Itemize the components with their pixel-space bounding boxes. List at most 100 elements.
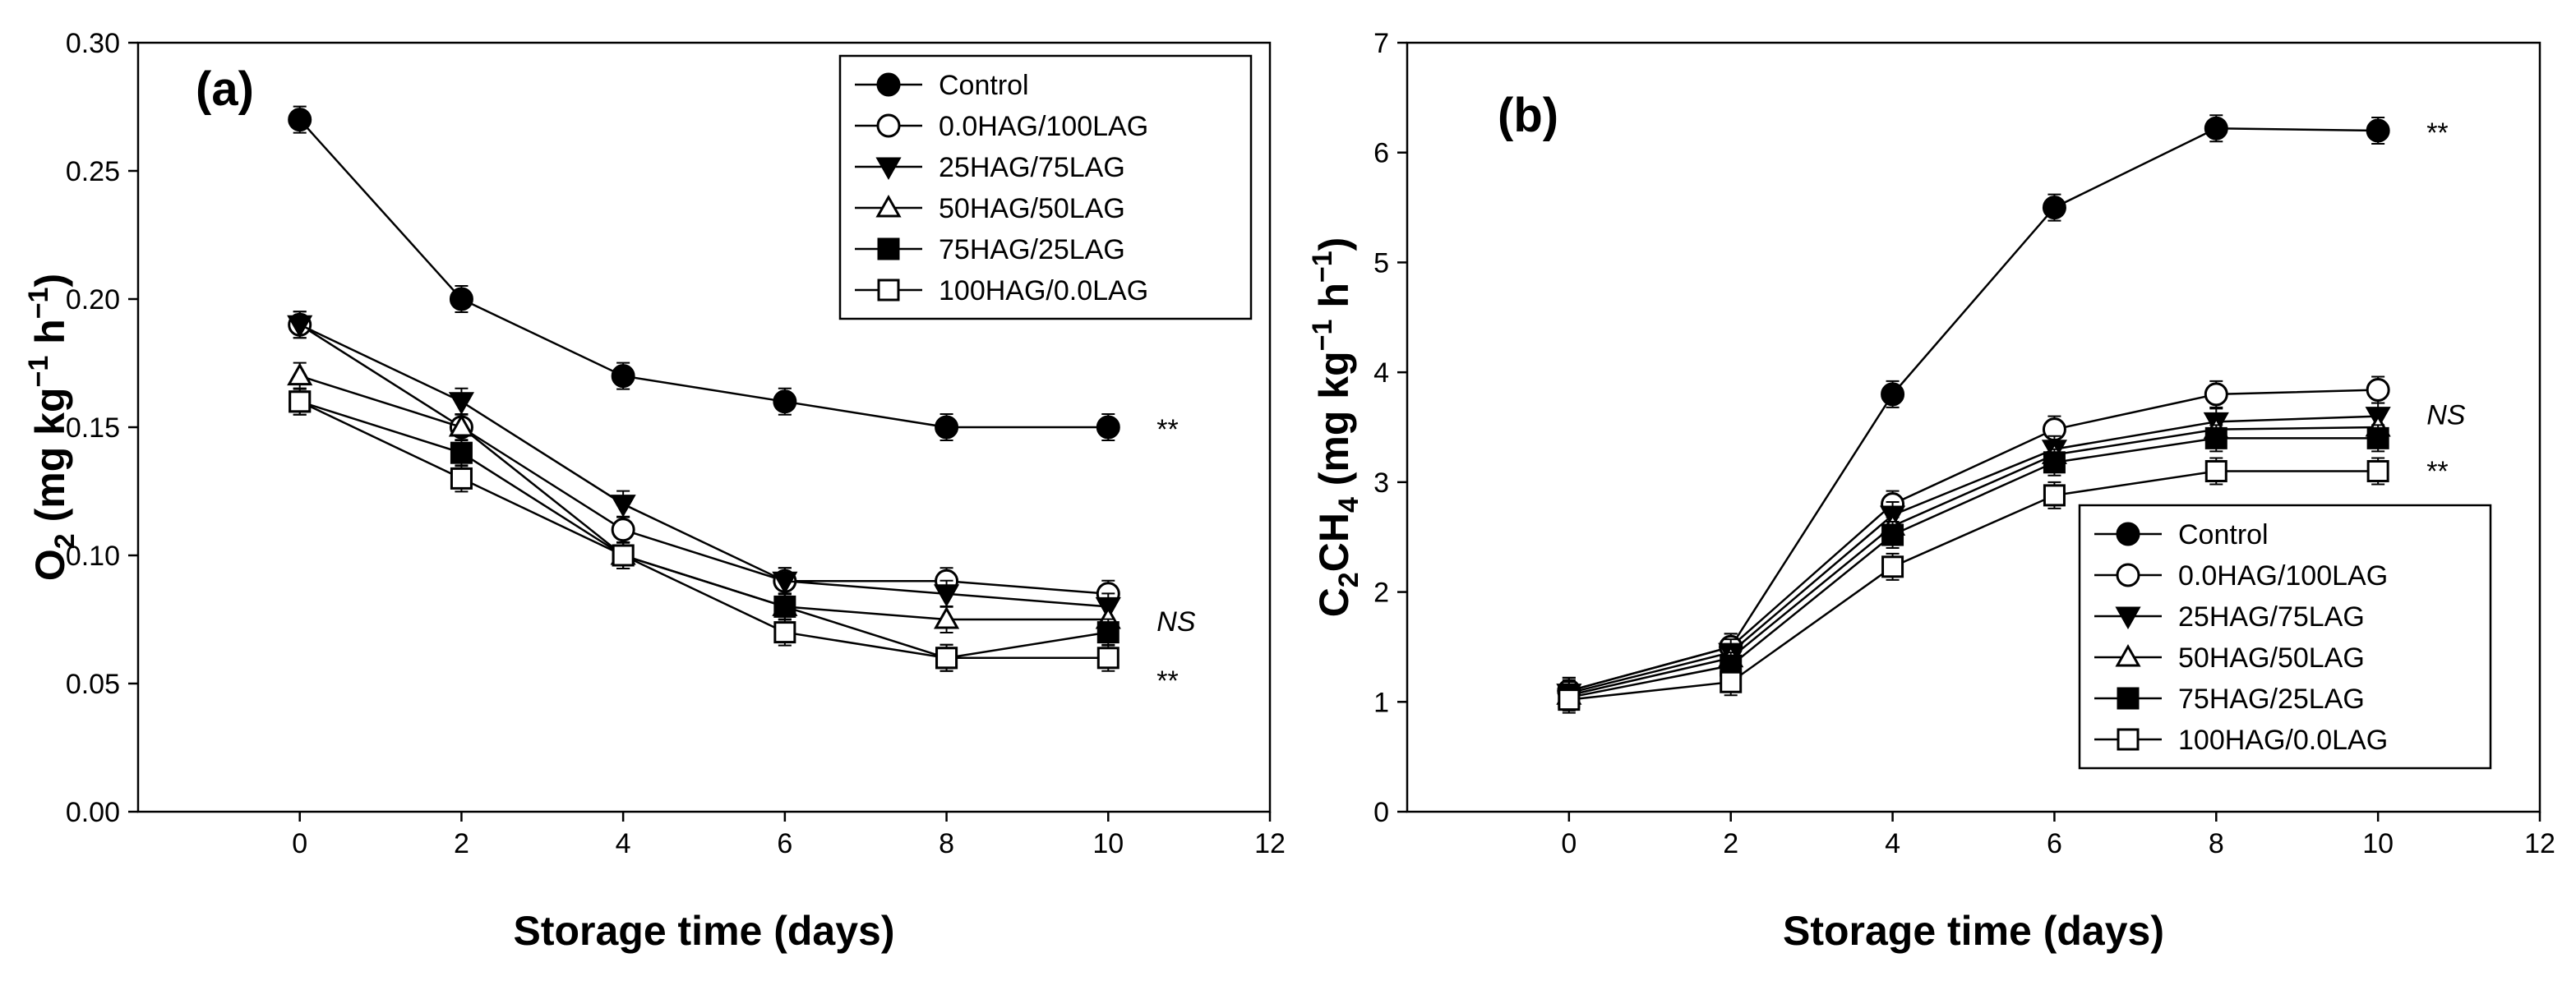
panel-a-annotation: ** xyxy=(1156,665,1178,697)
panel-a-data-point xyxy=(287,362,313,386)
panel-b-xtick-label: 8 xyxy=(2209,828,2224,859)
panel-b-legend-marker xyxy=(2116,522,2140,546)
panel-b-legend-label: 75HAG/25LAG xyxy=(2178,684,2365,715)
panel-a-xtick-label: 8 xyxy=(939,828,954,859)
panel-a-legend-label: 100HAG/0.0LAG xyxy=(939,275,1148,306)
panel-b-legend-label: 100HAG/0.0LAG xyxy=(2178,725,2388,756)
panel-b-data-point xyxy=(2204,116,2228,140)
panel-b-series-line xyxy=(1568,415,2379,694)
panel-a-ytick-label: 0.10 xyxy=(66,541,120,572)
panel-b-data-point xyxy=(2366,459,2389,482)
panel-a-legend-label: 0.0HAG/100LAG xyxy=(939,111,1148,142)
panel-a-series-line xyxy=(299,324,1109,596)
panel-a-legend-marker xyxy=(876,113,901,138)
panel-b-legend-label: 0.0HAG/100LAG xyxy=(2178,560,2388,592)
panel-a-data-point xyxy=(772,571,798,595)
panel-a-data-point xyxy=(1096,415,1120,440)
panel-a-xtick-label: 0 xyxy=(292,828,307,859)
panel-a-ytick-label: 0.05 xyxy=(66,669,120,700)
panel-a-data-point xyxy=(611,364,635,389)
panel-b-series-line xyxy=(1568,470,2379,701)
panel-b-legend-marker xyxy=(2115,606,2141,630)
panel-a-data-point xyxy=(1096,621,1119,644)
panel-a-annotation: NS xyxy=(1156,606,1196,638)
panel-b-ytick-label: 1 xyxy=(1373,687,1389,718)
panel-b-legend-marker xyxy=(2117,687,2140,710)
panel-a-legend-marker xyxy=(877,279,900,302)
panel-a-data-point xyxy=(935,647,958,670)
panel-b-annotation: ** xyxy=(2426,117,2448,149)
panel-a-xtick-label: 2 xyxy=(454,828,469,859)
panel-a-series-line xyxy=(299,400,1109,660)
panel-b-legend-box xyxy=(2078,504,2492,770)
panel-b-xtick-label: 4 xyxy=(1885,828,1900,859)
panel-b-data-point xyxy=(2043,484,2066,507)
panel-b-x-axis-title: Storage time (days) xyxy=(1783,908,2164,954)
panel-a-series-line xyxy=(299,375,1109,621)
panel-a-y-axis-title: O2 (mg kg−1 h−1) xyxy=(23,274,81,581)
panel-a-data-point xyxy=(934,606,960,629)
panel-a-data-point xyxy=(448,392,474,415)
panel-b-ytick-label: 4 xyxy=(1373,357,1389,389)
panel-a-data-point xyxy=(934,584,960,607)
panel-b-annotation: ** xyxy=(2426,456,2448,487)
panel-a-xtick-label: 4 xyxy=(616,828,631,859)
panel-a-data-point xyxy=(289,390,312,413)
panel-b-data-point xyxy=(2043,451,2066,474)
panel-b-legend-marker xyxy=(2117,728,2140,751)
panel-b-legend-marker xyxy=(2116,563,2140,587)
panel-a-ytick-label: 0.25 xyxy=(66,156,120,187)
panel-b-data-point xyxy=(2366,378,2390,403)
panel-a-data-point xyxy=(773,595,796,618)
panel-a-legend-marker xyxy=(875,157,902,181)
panel-b-xtick-label: 12 xyxy=(2524,828,2555,859)
panel-b-legend-label: Control xyxy=(2178,519,2269,550)
panel-b-series-line xyxy=(1568,389,2379,693)
panel-a-legend-box xyxy=(838,54,1253,320)
panel-a-data-point xyxy=(288,108,312,132)
panel-a-series-1 xyxy=(288,311,1120,608)
panel-a-data-point xyxy=(612,544,635,567)
panel-b-data-point xyxy=(2366,118,2390,143)
panel-a-ytick-label: 0.20 xyxy=(66,284,120,315)
panel-b-xtick-label: 10 xyxy=(2362,828,2394,859)
panel-a-series-line xyxy=(299,324,1109,608)
panel-b-ytick-label: 0 xyxy=(1373,797,1389,828)
panel-b-series-5 xyxy=(1558,457,2389,714)
panel-b-annotation: NS xyxy=(2426,400,2466,431)
panel-a-data-point xyxy=(287,315,313,338)
panel-a-data-point xyxy=(449,287,473,311)
panel-a-legend-label: 50HAG/50LAG xyxy=(939,193,1125,224)
panel-b-legend-marker xyxy=(2115,643,2141,667)
panel-b-y-axis-title: C2CH4 (mg kg−1 h−1) xyxy=(1307,237,1364,618)
panel-a-series-line xyxy=(298,118,1109,429)
panel-a-legend-marker xyxy=(877,237,900,260)
panel-a-xtick-label: 10 xyxy=(1092,828,1124,859)
panel-b-xtick-label: 0 xyxy=(1561,828,1577,859)
panel-a-data-point xyxy=(773,621,796,644)
panel-b-data-point xyxy=(2204,459,2227,482)
panel-a-data-point xyxy=(773,389,797,414)
panel-a-legend-marker xyxy=(876,72,901,97)
panel-b-xtick-label: 6 xyxy=(2047,828,2062,859)
panel-a-series-5 xyxy=(289,387,1119,672)
panel-a-legend-label: 75HAG/25LAG xyxy=(939,234,1125,265)
panel-b-data-point xyxy=(2204,382,2228,407)
panel-b-data-point xyxy=(2042,196,2066,220)
panel-b-xtick-label: 2 xyxy=(1723,828,1738,859)
panel-b-legend: Control 0.0HAG/100LAG 25HAG/75LAG 50HAG/50L… xyxy=(2078,504,2492,770)
panel-a-data-point xyxy=(1096,647,1119,670)
panel-a-panel-label: (a) xyxy=(196,62,254,116)
panel-a-data-point xyxy=(611,518,635,542)
panel-b-data-point xyxy=(1881,382,1905,407)
panel-b-legend-label: 50HAG/50LAG xyxy=(2178,642,2365,674)
panel-a-data-point xyxy=(448,413,474,437)
panel-a-data-point xyxy=(450,441,473,464)
panel-b-data-point xyxy=(2204,426,2227,449)
panel-b-panel-label: (b) xyxy=(1498,89,1558,142)
panel-a-ytick-label: 0.00 xyxy=(66,797,120,828)
panel-b-plot-frame xyxy=(1406,41,2541,813)
